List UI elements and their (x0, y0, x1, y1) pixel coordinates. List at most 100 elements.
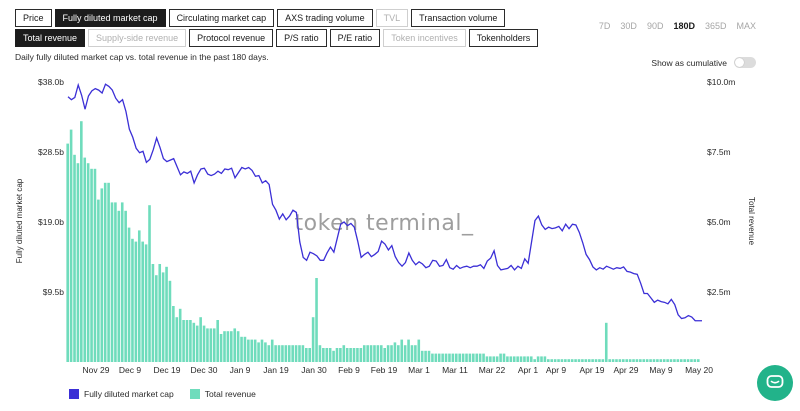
revenue-bar (611, 359, 615, 362)
legend-item-market-cap[interactable]: Fully diluted market cap (69, 389, 174, 399)
revenue-bar (219, 334, 223, 362)
revenue-bar (141, 241, 144, 362)
revenue-bar (632, 359, 635, 362)
revenue-bar (185, 320, 189, 362)
revenue-bar (349, 348, 352, 362)
revenue-bar (192, 322, 196, 362)
revenue-bar (635, 359, 639, 362)
revenue-bar (172, 306, 175, 362)
revenue-bar (233, 328, 237, 362)
revenue-bar (76, 163, 80, 362)
cumulative-toggle[interactable] (734, 57, 756, 68)
revenue-bar (362, 345, 366, 362)
revenue-bar (257, 342, 260, 362)
metric-tab-price[interactable]: Price (15, 9, 52, 27)
revenue-bar (472, 353, 475, 362)
metric-tab-fully-diluted-market-cap[interactable]: Fully diluted market cap (54, 9, 166, 27)
range-7d[interactable]: 7D (598, 21, 611, 31)
revenue-bar (683, 359, 686, 362)
metric-tab-p-s-ratio[interactable]: P/S ratio (276, 29, 327, 47)
revenue-bar (533, 359, 536, 362)
revenue-bar (659, 359, 663, 362)
revenue-bar (359, 348, 363, 362)
metric-tabs-row-1: Price Fully diluted market cap Circulating… (15, 9, 506, 27)
legend-item-total-revenue[interactable]: Total revenue (189, 389, 256, 399)
revenue-bar (322, 348, 325, 362)
revenue-bar (512, 356, 516, 362)
revenue-bar (560, 359, 564, 362)
revenue-bar (386, 345, 390, 362)
revenue-bar (451, 353, 455, 362)
revenue-bar (628, 359, 632, 362)
revenue-bar (144, 244, 148, 362)
revenue-bar (301, 345, 305, 362)
revenue-bar (598, 359, 601, 362)
y-right-tick: $7.5m (707, 147, 731, 157)
metric-tab-token-incentives[interactable]: Token incentives (383, 29, 466, 47)
metric-tab-transaction-volume[interactable]: Transaction volume (411, 9, 506, 27)
revenue-bar (315, 278, 318, 362)
revenue-bar (591, 359, 594, 362)
x-tick: Feb 19 (371, 365, 398, 375)
revenue-bar (676, 359, 680, 362)
metric-tab-p-e-ratio[interactable]: P/E ratio (329, 29, 381, 47)
x-tick: Feb 9 (338, 365, 360, 375)
legend-swatch-total-revenue (189, 389, 200, 399)
y-axis-left-title: Fully diluted market cap (15, 178, 24, 263)
revenue-bar (80, 121, 83, 362)
revenue-bar (434, 353, 438, 362)
revenue-bar (148, 205, 151, 362)
revenue-bar (373, 345, 376, 362)
revenue-bar (608, 359, 611, 362)
x-tick: Apr 29 (613, 365, 638, 375)
revenue-bar (690, 359, 693, 362)
chat-button[interactable] (757, 365, 793, 401)
revenue-bar (291, 345, 294, 362)
metric-tab-protocol-revenue[interactable]: Protocol revenue (189, 29, 274, 47)
y-left-tick: $38.0b (38, 77, 64, 87)
revenue-bar (264, 342, 267, 362)
metric-tab-circulating-market-cap[interactable]: Circulating market cap (168, 9, 275, 27)
metric-tab-total-revenue[interactable]: Total revenue (15, 29, 86, 47)
metric-tab-tvl[interactable]: TVL (375, 9, 409, 27)
range-30d[interactable]: 30D (620, 21, 637, 31)
revenue-bar (202, 325, 206, 362)
metric-tabs-row-2: Total revenue Supply-side revenue Protocol… (15, 29, 539, 47)
cumulative-toggle-group: Show as cumulative (651, 57, 756, 68)
revenue-bar (604, 322, 608, 362)
revenue-bar (335, 348, 339, 362)
revenue-bar (461, 353, 465, 362)
revenue-bar (645, 359, 649, 362)
revenue-bar (502, 353, 506, 362)
revenue-bar (679, 359, 683, 362)
revenue-bar (247, 339, 250, 362)
revenue-bar (230, 331, 233, 362)
range-180d[interactable]: 180D (673, 21, 695, 31)
revenue-bar (666, 359, 669, 362)
range-90d[interactable]: 90D (646, 21, 664, 31)
revenue-bar (216, 320, 219, 362)
revenue-bar (332, 350, 335, 362)
revenue-bar (100, 188, 104, 362)
revenue-bar (66, 143, 69, 362)
range-max[interactable]: MAX (736, 21, 756, 31)
metric-tab-tokenholders[interactable]: Tokenholders (468, 29, 539, 47)
revenue-bar (294, 345, 298, 362)
revenue-bar (236, 331, 240, 362)
revenue-bar (352, 348, 356, 362)
revenue-bar (615, 359, 618, 362)
revenue-bar (73, 154, 76, 362)
metric-tab-axs-trading-volume[interactable]: AXS trading volume (277, 9, 373, 27)
revenue-bar (407, 339, 410, 362)
x-tick: Jan 19 (263, 365, 289, 375)
metric-tab-supply-side-revenue[interactable]: Supply-side revenue (88, 29, 187, 47)
range-365d[interactable]: 365D (704, 21, 727, 31)
revenue-bar (342, 345, 346, 362)
revenue-bar (693, 359, 697, 362)
revenue-bar (86, 163, 90, 362)
x-axis-ticks: Nov 29 Dec 9 Dec 19 Dec 30 Jan 9 Jan 19 Jan 30… (83, 365, 714, 375)
revenue-bar (305, 348, 308, 362)
revenue-bar (441, 353, 444, 362)
revenue-bar (195, 325, 199, 362)
revenue-bar (639, 359, 642, 362)
